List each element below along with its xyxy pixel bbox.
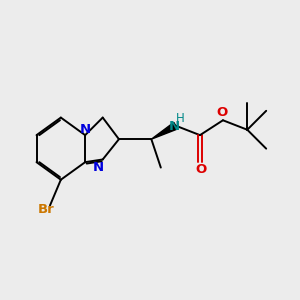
Text: Br: Br [38,203,54,216]
Text: N: N [80,123,91,136]
Text: O: O [216,106,227,119]
Text: N: N [93,160,104,173]
Polygon shape [152,122,178,139]
Text: N: N [169,120,180,133]
Text: H: H [176,112,185,124]
Text: O: O [196,163,207,176]
